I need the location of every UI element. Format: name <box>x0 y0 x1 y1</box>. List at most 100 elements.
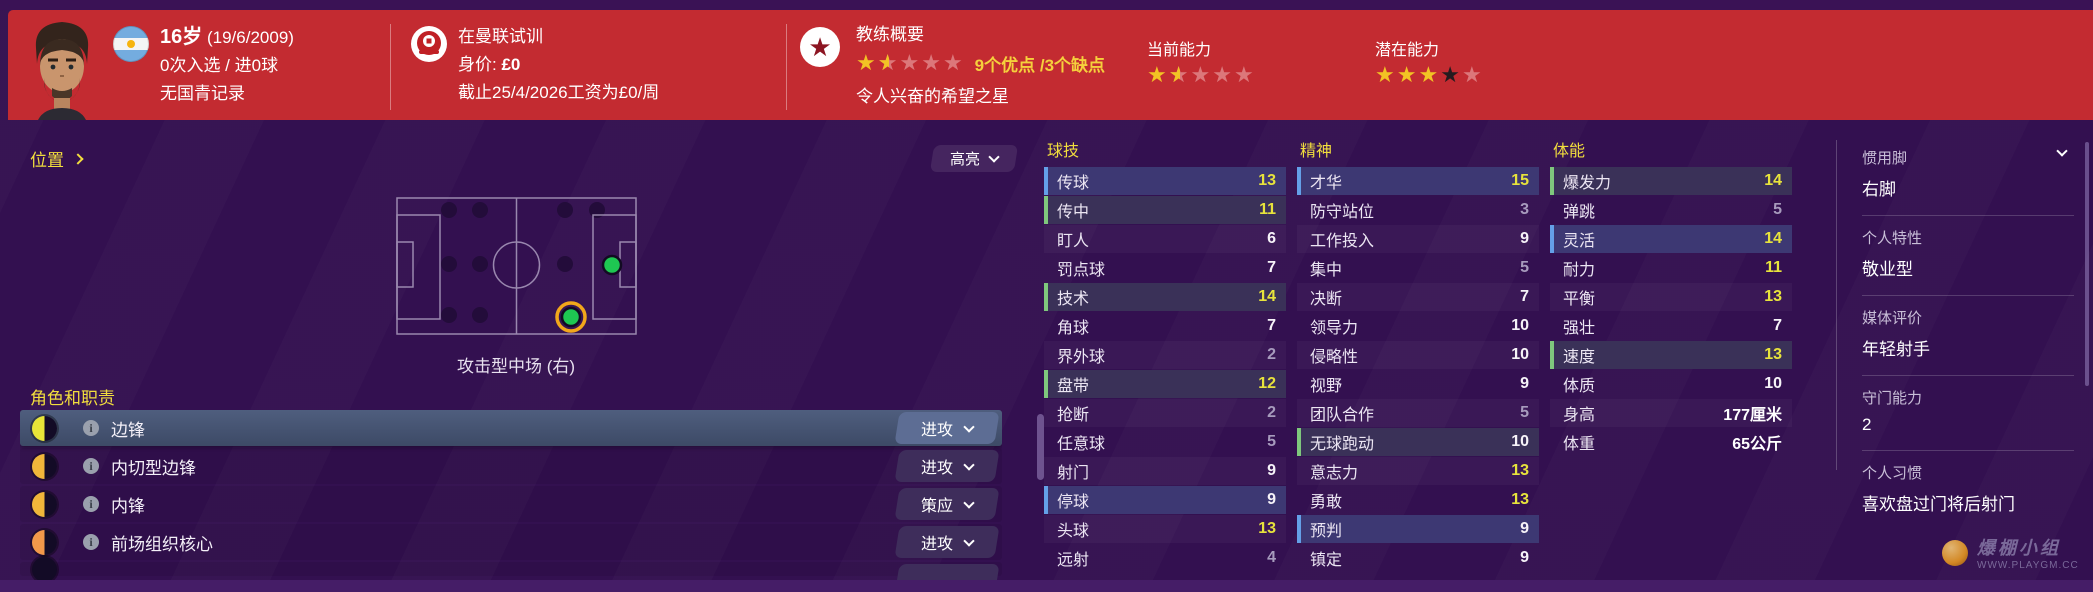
attribute-name: 平衡 <box>1563 291 1596 308</box>
role-name: 前场组织核心 <box>111 534 213 554</box>
roles-scrollbar[interactable] <box>1037 414 1044 480</box>
attribute-name: 罚点球 <box>1057 262 1106 279</box>
attribute-row: 盘带 12 <box>1044 370 1286 398</box>
attribute-value: 3 <box>1520 201 1529 218</box>
chevron-down-icon <box>963 534 975 547</box>
watermark: 爆棚小组 WWW.PLAYGM.CC <box>1942 534 2079 571</box>
attribute-name: 速度 <box>1563 349 1596 366</box>
roles-list: i 边锋 进攻 i 内切型边锋 进攻 i 内锋 策应 i 前场组织核心 进攻 <box>20 410 1002 580</box>
current-ability-stars: ★★ ★ ★★★ <box>1147 64 1256 87</box>
attribute-value: 4 <box>1267 549 1276 566</box>
attribute-row: 集中 5 <box>1297 254 1539 282</box>
attribute-row: 远射 4 <box>1044 544 1286 572</box>
player-traits-value: 喜欢盘过门将后射门 <box>1862 495 2015 514</box>
mental-attributes-column: 精神 才华 15 防守站位 3 工作投入 9 集中 5 决断 7 领导力 10 侵略性 10 视野 9 团队合作… <box>1297 140 1539 573</box>
role-row[interactable]: i 内锋 策应 <box>20 486 1002 522</box>
attribute-value: 11 <box>1765 259 1782 276</box>
role-suitability-icon <box>32 491 57 517</box>
star-icon: ★ <box>1212 62 1232 87</box>
attribute-name: 工作投入 <box>1310 233 1375 250</box>
duty-dropdown[interactable]: 策应 <box>894 488 1000 520</box>
attribute-value: 9 <box>1520 375 1529 392</box>
goalkeeping-ability-label: 守门能力 <box>1862 390 1923 407</box>
star-icon: ★ <box>856 49 876 75</box>
attribute-name: 技术 <box>1057 291 1090 308</box>
preferred-foot-label: 惯用脚 <box>1862 150 1908 167</box>
attribute-value: 10 <box>1511 317 1529 334</box>
duty-dropdown[interactable]: 进攻 <box>894 526 1000 558</box>
player-header: 16岁 (19/6/2009) 0次入选 / 进0球 无国青记录 在曼联试训 身… <box>8 10 2093 120</box>
duty-dropdown[interactable]: 进攻 <box>894 450 1000 482</box>
attribute-name: 防守站位 <box>1310 204 1375 221</box>
attribute-value: 7 <box>1267 317 1276 334</box>
attribute-name: 体质 <box>1563 378 1596 395</box>
duty-dropdown[interactable]: 进攻 <box>894 412 1000 444</box>
attribute-name: 勇敢 <box>1310 494 1343 511</box>
attribute-row: 意志力 13 <box>1297 457 1539 485</box>
position-section-title[interactable]: 位置 <box>30 146 84 171</box>
technical-attributes-column: 球技 传球 13 传中 11 盯人 6 罚点球 7 技术 14 角球 7 界外球 2 盘带 12 抢断 2 任意球 5… <box>1044 140 1286 573</box>
attribute-name: 镇定 <box>1310 552 1343 569</box>
highlight-dropdown[interactable]: 高亮 <box>929 145 1019 172</box>
attribute-name: 集中 <box>1310 262 1343 279</box>
attribute-value: 10 <box>1764 375 1782 392</box>
role-row[interactable]: i 边锋 进攻 <box>20 410 1002 446</box>
highlight-dropdown-label: 高亮 <box>949 151 980 168</box>
role-row[interactable]: i 内切型边锋 进攻 <box>20 448 1002 484</box>
header-divider <box>786 24 787 110</box>
attribute-name: 盘带 <box>1057 378 1090 395</box>
chevron-down-icon <box>963 458 975 471</box>
attribute-row: 勇敢 13 <box>1297 486 1539 514</box>
info-icon[interactable]: i <box>83 458 99 474</box>
mental-column-header: 精神 <box>1300 143 1333 160</box>
star-icon: ★ ★ <box>1168 62 1189 87</box>
attribute-name: 传球 <box>1057 175 1090 192</box>
attribute-row: 侵略性 10 <box>1297 341 1539 369</box>
chevron-down-icon <box>963 420 975 433</box>
player-traits-label: 个人习惯 <box>1862 465 1923 482</box>
attribute-name: 界外球 <box>1057 349 1106 366</box>
attribute-name: 任意球 <box>1057 436 1106 453</box>
attribute-value: 5 <box>1773 201 1782 218</box>
info-icon[interactable]: i <box>83 420 99 436</box>
info-icon[interactable]: i <box>83 534 99 550</box>
info-icon[interactable]: i <box>83 496 99 512</box>
attribute-row: 爆发力 14 <box>1550 167 1792 195</box>
duty-label: 进攻 <box>920 460 953 477</box>
media-description-label: 媒体评价 <box>1862 310 1923 327</box>
role-row-partial[interactable] <box>20 556 1002 580</box>
star-icon: ★ <box>1375 62 1395 87</box>
position-dot-amr-selected <box>555 301 587 333</box>
attribute-row: 身高 177厘米 <box>1550 399 1792 427</box>
attribute-row: 体重 65公斤 <box>1550 428 1792 456</box>
personality-value: 敬业型 <box>1862 260 1913 279</box>
attribute-value: 11 <box>1259 201 1276 218</box>
role-row[interactable]: i 前场组织核心 进攻 <box>20 524 1002 560</box>
attribute-row: 预判 9 <box>1297 515 1539 543</box>
current-ability-block: 当前能力 ★★ ★ ★★★ <box>1147 38 1256 87</box>
role-suitability-icon <box>32 415 57 441</box>
star-icon: ★ <box>1418 62 1439 87</box>
attribute-name: 角球 <box>1057 320 1090 337</box>
preferred-foot-section[interactable]: 惯用脚 右脚 <box>1862 136 2074 216</box>
chevron-down-icon <box>963 496 975 509</box>
attribute-name: 无球跑动 <box>1310 436 1375 453</box>
star-icon: ★ <box>942 49 963 75</box>
attribute-value: 9 <box>1267 491 1276 508</box>
personality-label: 个人特性 <box>1862 230 1923 247</box>
attribute-name: 视野 <box>1310 378 1343 395</box>
attribute-name: 体重 <box>1563 436 1596 453</box>
position-pitch[interactable] <box>396 197 637 335</box>
role-name: 内锋 <box>111 496 145 516</box>
attribute-value: 2 <box>1267 346 1276 363</box>
watermark-name: 爆棚小组 <box>1977 538 2061 558</box>
attribute-row: 传中 11 <box>1044 196 1286 224</box>
role-name: 内切型边锋 <box>111 458 196 478</box>
attribute-name: 身高 <box>1563 407 1596 424</box>
physical-column-header: 体能 <box>1553 143 1586 160</box>
attribute-name: 抢断 <box>1057 407 1090 424</box>
attribute-name: 领导力 <box>1310 320 1359 337</box>
pros-cons-count[interactable]: 9个优点 /3个缺点 <box>974 55 1106 75</box>
info-panel-scrollbar[interactable] <box>2085 142 2089 386</box>
duty-dropdown[interactable] <box>894 564 1000 580</box>
